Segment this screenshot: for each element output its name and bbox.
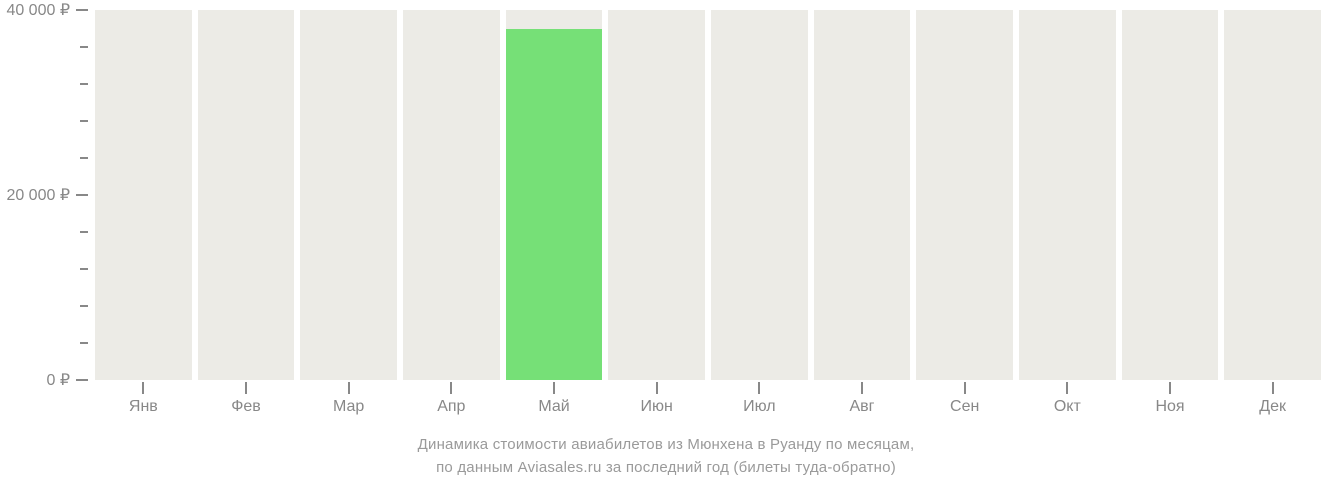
bar-slot	[92, 10, 195, 380]
y-tick-mark	[76, 379, 88, 381]
x-axis-label: Фев	[231, 398, 261, 416]
x-tick-mark	[656, 382, 658, 394]
x-tick-mark	[1169, 382, 1171, 394]
y-minor-tick-mark	[80, 46, 88, 48]
bar-background	[1224, 10, 1321, 380]
bar-background	[916, 10, 1013, 380]
bar-background	[1019, 10, 1116, 380]
chart-plot-area	[92, 10, 1324, 380]
x-tick-mark	[1272, 382, 1274, 394]
price-chart: 0 ₽ 20 000 ₽ 40 000 ₽ Янв Фев Мар Апр Май Июн Ию…	[0, 0, 1332, 502]
x-tick-mark	[450, 382, 452, 394]
bar-slot	[1221, 10, 1324, 380]
x-axis-label: Апр	[437, 398, 465, 416]
bar-background	[403, 10, 500, 380]
bar-slot	[913, 10, 1016, 380]
y-minor-tick-mark	[80, 120, 88, 122]
bar-slot	[503, 10, 606, 380]
y-minor-tick-mark	[80, 83, 88, 85]
bar-slot	[605, 10, 708, 380]
y-minor-tick-mark	[80, 231, 88, 233]
bar-slot	[1016, 10, 1119, 380]
x-axis-label: Сен	[950, 398, 979, 416]
y-tick-mark	[76, 9, 88, 11]
x-tick-mark	[1066, 382, 1068, 394]
x-axis-label: Мар	[333, 398, 364, 416]
x-tick-mark	[348, 382, 350, 394]
x-tick-mark	[964, 382, 966, 394]
y-tick-label: 0 ₽	[46, 370, 70, 390]
y-minor-tick-mark	[80, 268, 88, 270]
x-axis-label: Май	[538, 398, 569, 416]
bar-fill	[506, 29, 603, 381]
x-axis-label: Дек	[1259, 398, 1286, 416]
x-tick-mark	[553, 382, 555, 394]
x-axis-label: Авг	[849, 398, 874, 416]
bar-slot	[195, 10, 298, 380]
y-minor-tick-mark	[80, 342, 88, 344]
bar-background	[608, 10, 705, 380]
x-axis-label: Ноя	[1155, 398, 1184, 416]
bar-slot	[1119, 10, 1222, 380]
bar-slot	[400, 10, 503, 380]
bar-background	[814, 10, 911, 380]
bar-background	[198, 10, 295, 380]
x-axis-label: Июн	[640, 398, 672, 416]
bar-background	[711, 10, 808, 380]
y-minor-tick-mark	[80, 305, 88, 307]
bar-slot	[811, 10, 914, 380]
y-tick-mark	[76, 194, 88, 196]
bar-slot	[708, 10, 811, 380]
y-tick-label: 40 000 ₽	[6, 0, 70, 20]
x-axis-label: Янв	[129, 398, 158, 416]
y-tick-label: 20 000 ₽	[6, 185, 70, 205]
x-tick-mark	[758, 382, 760, 394]
x-axis: Янв Фев Мар Апр Май Июн Июл Авг Сен Окт Ноя Дек	[92, 382, 1324, 416]
x-tick-mark	[245, 382, 247, 394]
x-tick-mark	[142, 382, 144, 394]
x-axis-label: Окт	[1054, 398, 1081, 416]
x-axis-label: Июл	[743, 398, 775, 416]
caption-line-1: Динамика стоимости авиабилетов из Мюнхен…	[0, 434, 1332, 457]
caption-line-2: по данным Aviasales.ru за последний год …	[0, 457, 1332, 480]
y-minor-tick-mark	[80, 157, 88, 159]
bar-background	[300, 10, 397, 380]
bar-background	[95, 10, 192, 380]
bar-slot	[297, 10, 400, 380]
bar-background	[1122, 10, 1219, 380]
chart-caption: Динамика стоимости авиабилетов из Мюнхен…	[0, 434, 1332, 479]
x-tick-mark	[861, 382, 863, 394]
